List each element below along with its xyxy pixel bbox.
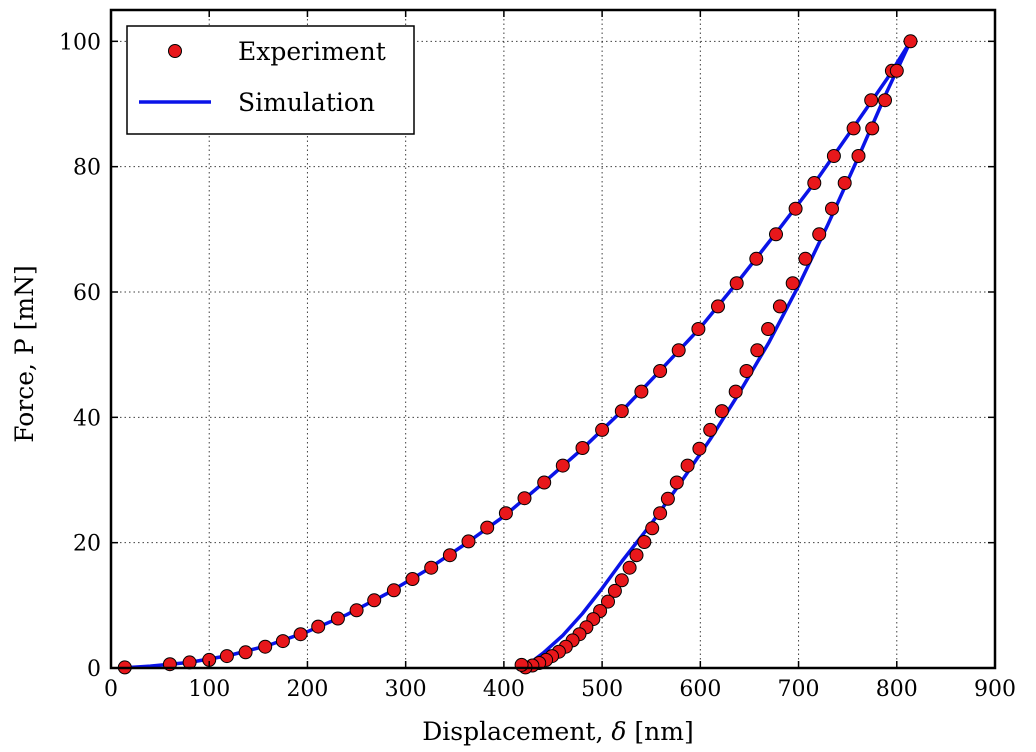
- experiment-point: [703, 422, 718, 437]
- plot-frame: [109, 8, 997, 670]
- y-axis-label: Force, P [mN]: [10, 265, 39, 443]
- experiment-point: [692, 441, 707, 456]
- experiment-point: [653, 364, 668, 378]
- experiment-point: [865, 121, 880, 136]
- y-tick-label: 40: [73, 406, 101, 431]
- x-tick-label: 500: [581, 677, 623, 702]
- y-axis-ticks: 0 20 40 60 80 100: [59, 30, 995, 682]
- x-axis-label-symbol: δ: [611, 717, 626, 746]
- experiment-point: [614, 404, 629, 419]
- experiment-point: [634, 384, 649, 399]
- experiment-point: [826, 149, 841, 163]
- x-tick-label: 800: [876, 677, 918, 702]
- experiment-point: [889, 63, 904, 78]
- experiment-point: [729, 276, 744, 291]
- experiment-point: [680, 458, 695, 473]
- experiment-point: [238, 645, 253, 660]
- x-axis-label: Displacement, δ [nm]: [422, 717, 693, 746]
- experiment-point: [864, 93, 879, 108]
- experiment-point: [607, 583, 622, 598]
- simulation-series: [120, 40, 913, 670]
- experiment-point: [442, 548, 457, 563]
- experiment-point: [595, 422, 610, 437]
- experiment-point: [812, 227, 827, 242]
- experiment-point: [514, 657, 529, 672]
- experiment-point: [424, 560, 439, 575]
- experiment-point: [728, 384, 743, 399]
- x-tick-label: 900: [974, 677, 1016, 702]
- experiment-point: [219, 649, 234, 664]
- x-tick-label: 200: [286, 677, 328, 702]
- experiment-point: [517, 491, 532, 506]
- experiment-point: [367, 593, 382, 608]
- experiment-point: [714, 404, 729, 419]
- experiment-point: [575, 441, 590, 455]
- experiment-point: [825, 201, 839, 216]
- simulation-unloading-line: [522, 40, 913, 670]
- experiment-point: [645, 521, 660, 536]
- experiment-point: [691, 322, 706, 336]
- experiment-point: [653, 506, 668, 521]
- experiment-point: [903, 34, 918, 49]
- experiment-point: [769, 227, 783, 242]
- x-tick-label: 300: [385, 677, 427, 702]
- experiment-point: [837, 176, 852, 190]
- experiment-point: [807, 176, 822, 190]
- experiment-point: [846, 121, 861, 136]
- x-tick-label: 0: [104, 677, 118, 702]
- experiment-point: [349, 603, 364, 618]
- experiment-point: [671, 343, 686, 358]
- x-tick-label: 600: [679, 677, 721, 702]
- y-tick-label: 20: [73, 532, 101, 557]
- legend-experiment-label: Experiment: [238, 37, 386, 66]
- x-axis-label-unit: [nm]: [626, 717, 693, 746]
- experiment-point: [480, 520, 495, 535]
- legend-simulation-label: Simulation: [238, 88, 375, 117]
- experiment-point: [669, 475, 684, 490]
- experiment-point: [614, 573, 629, 588]
- simulation-loading-line: [120, 40, 912, 670]
- experiment-point: [537, 475, 552, 490]
- experiment-point: [622, 560, 637, 575]
- experiment-point: [749, 251, 764, 266]
- x-tick-label: 100: [188, 677, 230, 702]
- experiment-point: [258, 639, 273, 654]
- experiment-point: [311, 619, 326, 634]
- experiment-point: [461, 534, 476, 549]
- legend-box: [126, 25, 415, 135]
- experiment-point: [878, 93, 892, 108]
- experiment-point: [275, 634, 290, 649]
- experiment-point: [601, 594, 615, 609]
- y-tick-label: 0: [87, 657, 101, 682]
- legend: Experiment Simulation: [126, 25, 415, 135]
- legend-experiment-marker: [168, 44, 182, 58]
- y-tick-label: 60: [73, 281, 101, 306]
- experiment-point: [761, 322, 776, 336]
- experiment-point: [629, 548, 644, 563]
- experiment-point: [739, 364, 754, 378]
- experiment-point: [293, 627, 308, 642]
- experiment-point: [772, 299, 787, 314]
- x-axis-ticks: 0 100 200 300 400 500 600 700 800 900: [104, 10, 1016, 702]
- experiment-series: [117, 34, 918, 675]
- experiment-point: [750, 343, 765, 358]
- experiment-point: [498, 506, 513, 521]
- experiment-point: [711, 299, 725, 314]
- experiment-point: [555, 458, 570, 473]
- experiment-point: [405, 572, 420, 586]
- x-axis-label-text: Displacement,: [422, 717, 611, 746]
- y-tick-label: 80: [73, 156, 101, 181]
- x-tick-label: 700: [778, 677, 820, 702]
- experiment-point: [851, 149, 866, 163]
- experiment-point: [660, 491, 675, 506]
- experiment-point: [386, 583, 401, 598]
- experiment-point: [330, 611, 345, 626]
- experiment-point: [637, 535, 652, 549]
- experiment-point: [788, 201, 803, 216]
- experiment-point: [798, 251, 813, 266]
- experiment-point: [785, 276, 800, 291]
- x-tick-label: 400: [483, 677, 525, 702]
- y-tick-label: 100: [59, 30, 101, 55]
